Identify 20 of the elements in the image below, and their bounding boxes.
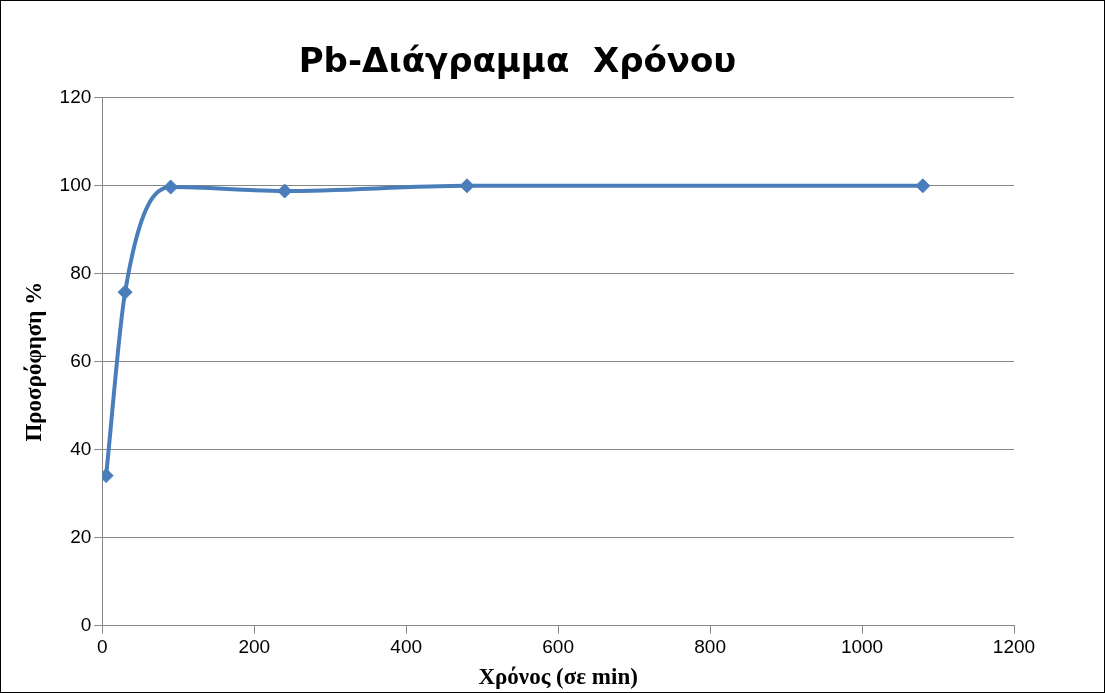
y-axis-title: Προσρόφηση % bbox=[20, 281, 46, 442]
x-tick-label: 600 bbox=[542, 636, 574, 658]
x-axis-title: Χρόνος (σε min) bbox=[478, 664, 638, 690]
y-tick-label: 40 bbox=[70, 437, 92, 459]
y-tick-label: 80 bbox=[70, 261, 92, 283]
y-tick-label: 100 bbox=[59, 174, 92, 195]
point bbox=[117, 284, 133, 300]
x-tick-label: 200 bbox=[238, 636, 271, 658]
y-tick-label: 20 bbox=[70, 525, 92, 547]
y-tick-label: 0 bbox=[80, 613, 92, 635]
x-tick-label: 1000 bbox=[840, 636, 884, 658]
x-tick-label: 0 bbox=[97, 636, 108, 658]
x-tick-label: 800 bbox=[694, 636, 726, 658]
y-tick-label: 120 bbox=[59, 86, 92, 108]
point bbox=[459, 178, 475, 194]
x-tick-label: 400 bbox=[390, 636, 423, 658]
point bbox=[915, 178, 931, 194]
x-tick-label: 1200 bbox=[992, 636, 1036, 658]
chart-title: Pb-Διάγραμμα Χρόνου bbox=[298, 40, 737, 81]
y-tick-label: 60 bbox=[70, 349, 92, 371]
